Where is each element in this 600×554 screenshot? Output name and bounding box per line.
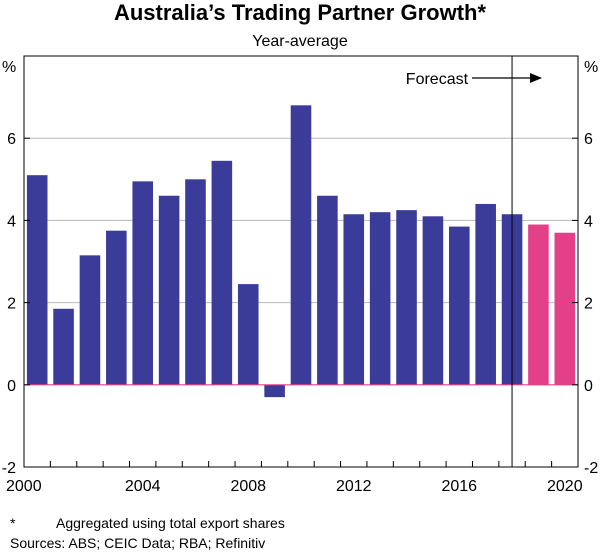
bar-2007	[211, 160, 233, 385]
y-tick-label-left: 6	[7, 131, 16, 148]
y-tick-label-left: -2	[2, 460, 16, 477]
y-tick-label-right: 2	[584, 296, 593, 313]
bar-2006	[185, 179, 206, 385]
footnote: * Aggregated using total export shares	[10, 514, 285, 532]
bar-2013	[369, 212, 391, 385]
y-tick-label-right: 6	[584, 131, 593, 148]
y-tick-label-left: 4	[7, 213, 16, 230]
bar-2012	[343, 214, 365, 385]
sources: Sources: ABS; CEIC Data; RBA; Refinitiv	[10, 535, 266, 551]
bar-2003	[106, 230, 127, 385]
forecast-label: Forecast	[406, 71, 469, 88]
x-tick-label: 2008	[230, 478, 266, 495]
chart-title: Australia’s Trading Partner Growth*	[113, 0, 487, 25]
y-tick-label-left: 0	[7, 378, 16, 395]
x-tick-label: 2012	[336, 478, 372, 495]
bar-2001	[53, 308, 74, 385]
y-tick-label-left: 2	[7, 296, 16, 313]
tick-labels: -2 -2 0 0 2 2 4 4 6 6% % 2000 2004 2008 2012 2016 2020	[2, 59, 599, 495]
y-tick-label-right: 4	[584, 213, 593, 230]
y-tick-label-right: 0	[584, 378, 593, 395]
y-unit-left: %	[2, 59, 16, 76]
x-tick-label: 2020	[547, 478, 583, 495]
bar-2004	[132, 181, 154, 385]
bars	[26, 105, 576, 398]
y-tick-label-right: -2	[584, 460, 598, 477]
forecast-arrow-head	[530, 73, 543, 83]
bar-2019	[528, 224, 549, 385]
x-tick-label: 2004	[125, 478, 161, 495]
footnote-text: Aggregated using total export shares	[56, 515, 285, 531]
bar-2002	[79, 255, 101, 385]
bar-2005	[158, 195, 180, 385]
bar-2016	[449, 226, 470, 385]
x-tick-label: 2016	[441, 478, 477, 495]
bar-2015	[422, 216, 444, 385]
bar-2020	[554, 232, 576, 385]
chart-subtitle: Year-average	[252, 33, 348, 50]
plot-frame	[23, 55, 579, 468]
bar-2000	[26, 175, 48, 385]
y-unit-right: %	[584, 59, 598, 76]
bar-2008	[237, 284, 259, 385]
bar-2010	[290, 105, 312, 385]
bar-2011	[317, 195, 338, 385]
x-tick-label: 2000	[6, 478, 42, 495]
footnote-marker: *	[10, 515, 16, 531]
bar-2014	[396, 210, 417, 385]
axes: Forecast	[23, 55, 579, 468]
bar-2017	[475, 203, 496, 385]
bar-2009	[264, 384, 285, 398]
